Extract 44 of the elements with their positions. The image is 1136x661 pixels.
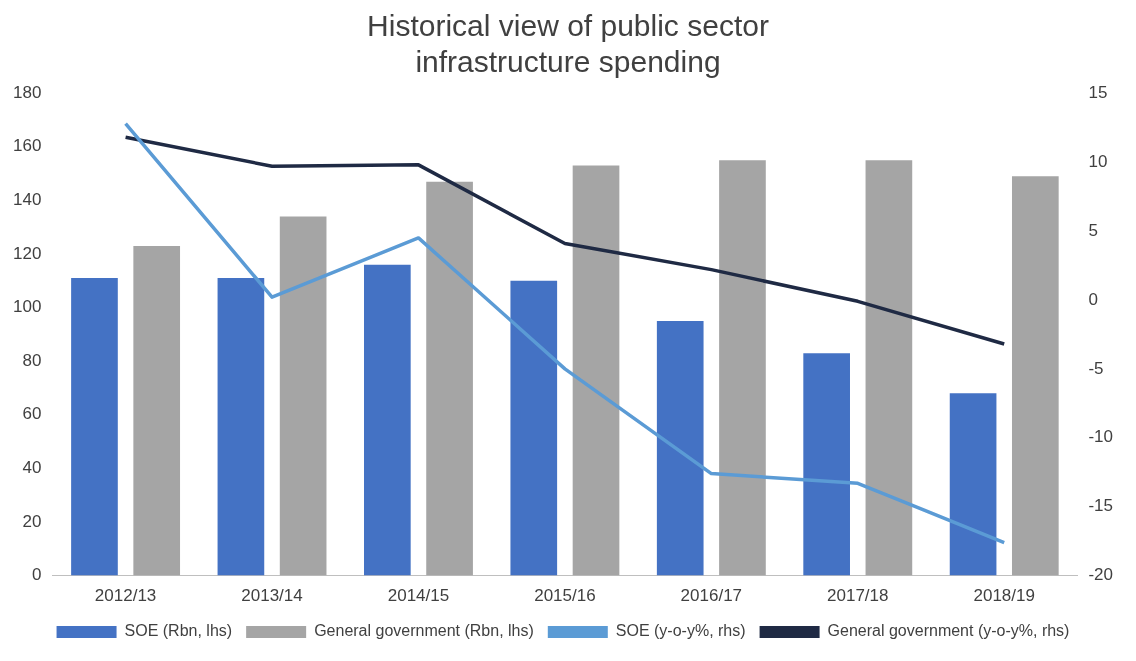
y2-tick-label: -5 — [1088, 358, 1104, 378]
bar — [949, 393, 997, 576]
y-tick-label: 20 — [22, 511, 42, 531]
x-tick-label: 2016/17 — [680, 586, 743, 606]
bar — [426, 181, 473, 576]
y-tick-label: 0 — [31, 565, 42, 585]
x-tick-label: 2017/18 — [827, 586, 889, 606]
y-tick-label: 40 — [22, 458, 42, 478]
x-tick-label: 2015/16 — [534, 586, 596, 606]
x-tick-label: 2013/14 — [241, 586, 303, 606]
x-tick-label: 2014/15 — [387, 586, 450, 606]
bar — [719, 160, 766, 576]
y2-tick-label: -10 — [1088, 427, 1114, 447]
y-tick-label: 100 — [12, 297, 42, 317]
bar — [71, 278, 118, 576]
bar — [865, 160, 913, 576]
y-tick-label: 140 — [12, 190, 42, 210]
chart-title: Historical view of public sector infrastructure spending — [366, 8, 770, 80]
y2-tick-label: 15 — [1088, 82, 1108, 102]
y2-tick-label: 0 — [1088, 289, 1098, 309]
y2-tick-label: 10 — [1088, 151, 1108, 171]
bar — [1011, 176, 1059, 576]
x-tick-label: 2018/19 — [973, 586, 1035, 606]
legend-label: General government (Rbn, lhs) — [314, 622, 534, 640]
y-tick-label: 120 — [12, 243, 42, 263]
bar — [364, 264, 411, 576]
bar — [510, 280, 558, 576]
legend-label: General government (y-o-y%, rhs) — [827, 622, 1070, 640]
y2-tick-label: -15 — [1088, 496, 1114, 516]
bar — [572, 165, 620, 576]
legend-label: SOE (Rbn, lhs) — [124, 622, 233, 640]
bar — [133, 245, 181, 576]
y-tick-label: 180 — [12, 82, 42, 102]
bar — [656, 321, 704, 576]
x-tick-label: 2012/13 — [94, 586, 157, 606]
y-tick-label: 160 — [12, 136, 42, 156]
bar — [803, 353, 850, 576]
y2-tick-label: -20 — [1088, 565, 1114, 585]
legend-label: SOE (y-o-y%, rhs) — [615, 622, 746, 640]
y-tick-label: 80 — [22, 350, 42, 370]
y-tick-label: 60 — [22, 404, 42, 424]
y2-tick-label: 5 — [1088, 220, 1098, 240]
bar — [217, 278, 265, 576]
bar — [279, 216, 327, 576]
